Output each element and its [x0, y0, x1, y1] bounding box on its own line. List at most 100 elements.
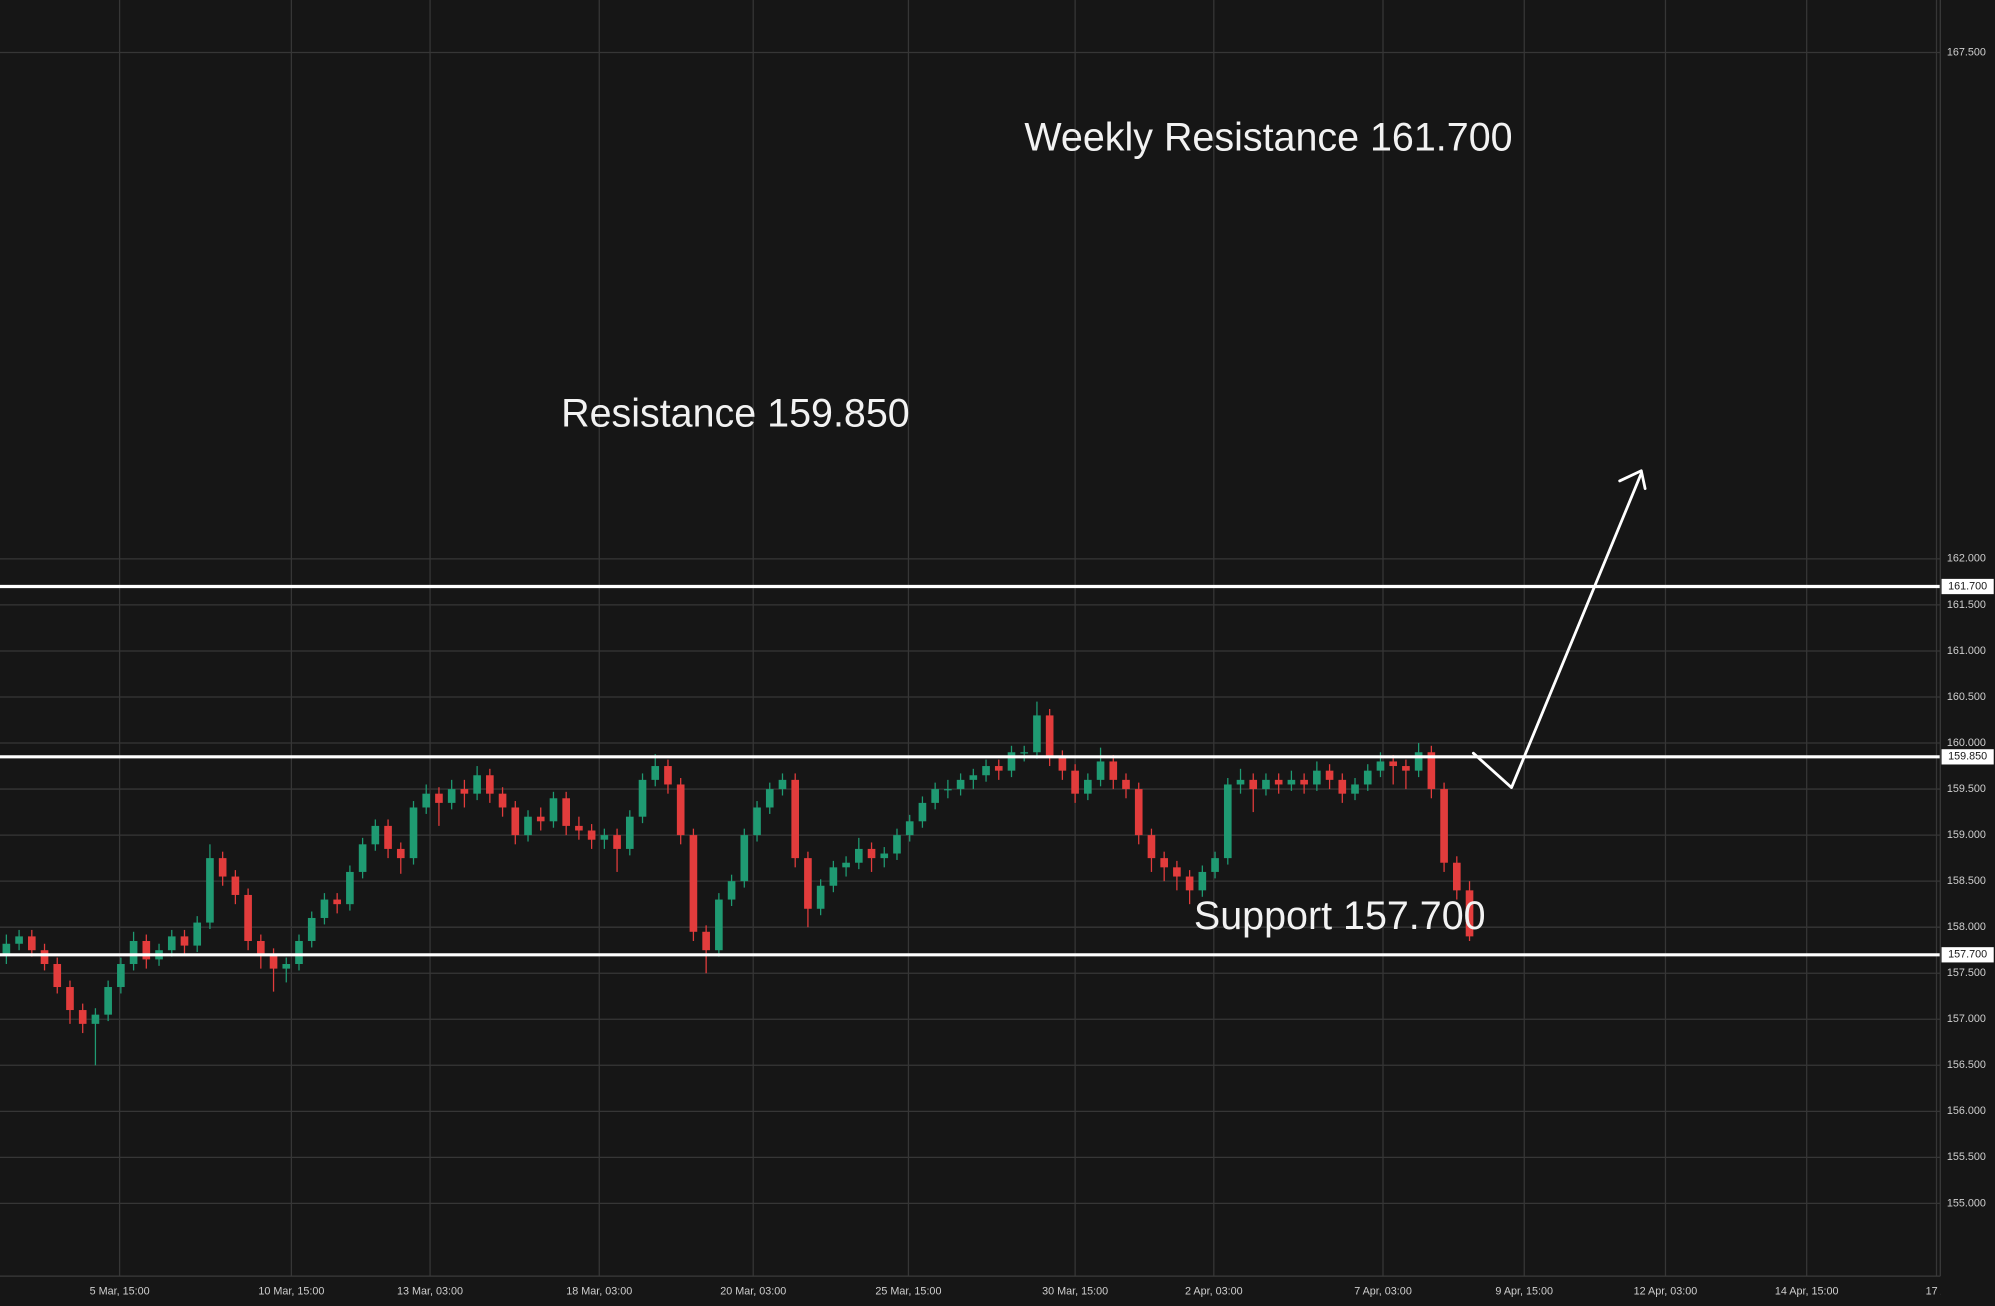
y-tick-label: 157.500 [1947, 967, 1986, 979]
candle-body [486, 775, 494, 794]
candle-body [1122, 779, 1130, 790]
candle-body [333, 899, 341, 905]
candle-body [1287, 779, 1296, 785]
grid [0, 0, 1941, 1277]
candle-body [346, 871, 354, 905]
candle-body [1325, 770, 1334, 780]
candle-body [613, 835, 621, 849]
y-tick-label: 155.000 [1947, 1197, 1986, 1209]
x-tick-label: 2 Apr, 03:00 [1185, 1285, 1243, 1297]
candle-body [1363, 770, 1372, 785]
candle-body [78, 1010, 87, 1024]
level-axis-box [1941, 947, 1994, 963]
candle-body [422, 793, 431, 808]
candle-body [676, 784, 685, 836]
x-tick-label: 20 Mar, 03:00 [720, 1285, 786, 1297]
candle-body [867, 848, 876, 859]
y-tick-label: 159.000 [1947, 829, 1986, 841]
candle-body [117, 964, 125, 988]
candle-body [1223, 784, 1232, 859]
candle-body [231, 876, 240, 895]
candle-body [218, 858, 227, 877]
candle-body [969, 775, 978, 780]
candle-body [180, 936, 189, 946]
x-tick-label: 25 Mar, 15:00 [875, 1285, 941, 1297]
candle-body [536, 816, 545, 822]
candle-body [1274, 779, 1283, 785]
y-tick-label: 161.000 [1947, 645, 1986, 657]
candle-body [460, 789, 469, 794]
candle-body [791, 779, 800, 859]
candle-body [282, 964, 291, 969]
y-tick-label: 160.000 [1947, 737, 1986, 749]
candle-body [1045, 715, 1054, 757]
candle-body [435, 793, 443, 803]
y-tick-label: 155.500 [1947, 1151, 1986, 1163]
candle-body [918, 802, 927, 822]
candle-body [1452, 862, 1461, 891]
candle-body [295, 940, 303, 965]
candle-body [702, 931, 710, 951]
candle-body [1198, 871, 1207, 891]
candle-body [1147, 835, 1156, 859]
x-tick-label: 9 Apr, 15:00 [1495, 1285, 1553, 1297]
candle-body [905, 821, 914, 836]
x-tick-label: 18 Mar, 03:00 [566, 1285, 632, 1297]
x-tick-label: 7 Apr, 03:00 [1354, 1285, 1412, 1297]
level-axis-label: 161.700 [1948, 580, 1987, 592]
level-annotation: Weekly Resistance 161.700 [1024, 115, 1512, 159]
level-axis-label: 157.700 [1948, 949, 1987, 961]
candle-body [855, 848, 863, 863]
y-tick-label: 162.000 [1947, 553, 1986, 565]
candle-body [562, 798, 570, 826]
candle-body [1249, 779, 1258, 790]
y-tick-label: 158.000 [1947, 921, 1986, 933]
candle-body [765, 789, 774, 808]
candle-body [1084, 779, 1092, 794]
candle-body [727, 881, 736, 900]
candle-body [1173, 867, 1181, 877]
candle-body [651, 766, 660, 780]
candle-body [53, 964, 62, 988]
candle-body [931, 789, 939, 803]
candle-body [1058, 756, 1067, 771]
candle-body [244, 894, 252, 941]
candle-body [40, 950, 49, 965]
candle-body [473, 775, 481, 794]
candle-body [829, 867, 838, 886]
candle-body [409, 807, 418, 859]
x-tick-label: 5 Mar, 15:00 [90, 1285, 150, 1297]
candle-body [1033, 715, 1041, 753]
candle-body [511, 807, 520, 836]
candle-body [257, 940, 265, 955]
candle-body [1427, 752, 1436, 790]
candle-body [396, 848, 405, 859]
candle-body [1376, 761, 1385, 771]
candle-body [689, 835, 698, 932]
x-tick-label: 14 Apr, 15:00 [1775, 1285, 1839, 1297]
candle-body [1007, 752, 1016, 771]
candle-body [549, 798, 558, 822]
candle-body [1160, 858, 1168, 868]
candle-body [1402, 766, 1410, 771]
candle-body [1465, 890, 1474, 937]
candle-body [66, 987, 74, 1011]
candle-body [1300, 779, 1308, 785]
candle-body [600, 835, 609, 840]
candle-body [664, 766, 672, 785]
y-tick-label: 160.500 [1947, 691, 1986, 703]
candle-body [1211, 858, 1219, 872]
candle-body [1262, 779, 1270, 790]
level-axis-label: 159.850 [1948, 751, 1987, 763]
candle-body [956, 779, 965, 790]
candle-body [447, 789, 456, 803]
candle-body [371, 825, 380, 845]
candle-body [498, 793, 507, 808]
y-tick-label: 159.500 [1947, 783, 1986, 795]
candle-body [1313, 770, 1321, 785]
candle-body [2, 943, 11, 955]
x-tick-label: 30 Mar, 15:00 [1042, 1285, 1108, 1297]
x-tick-label: 17 A [1926, 1285, 1948, 1297]
